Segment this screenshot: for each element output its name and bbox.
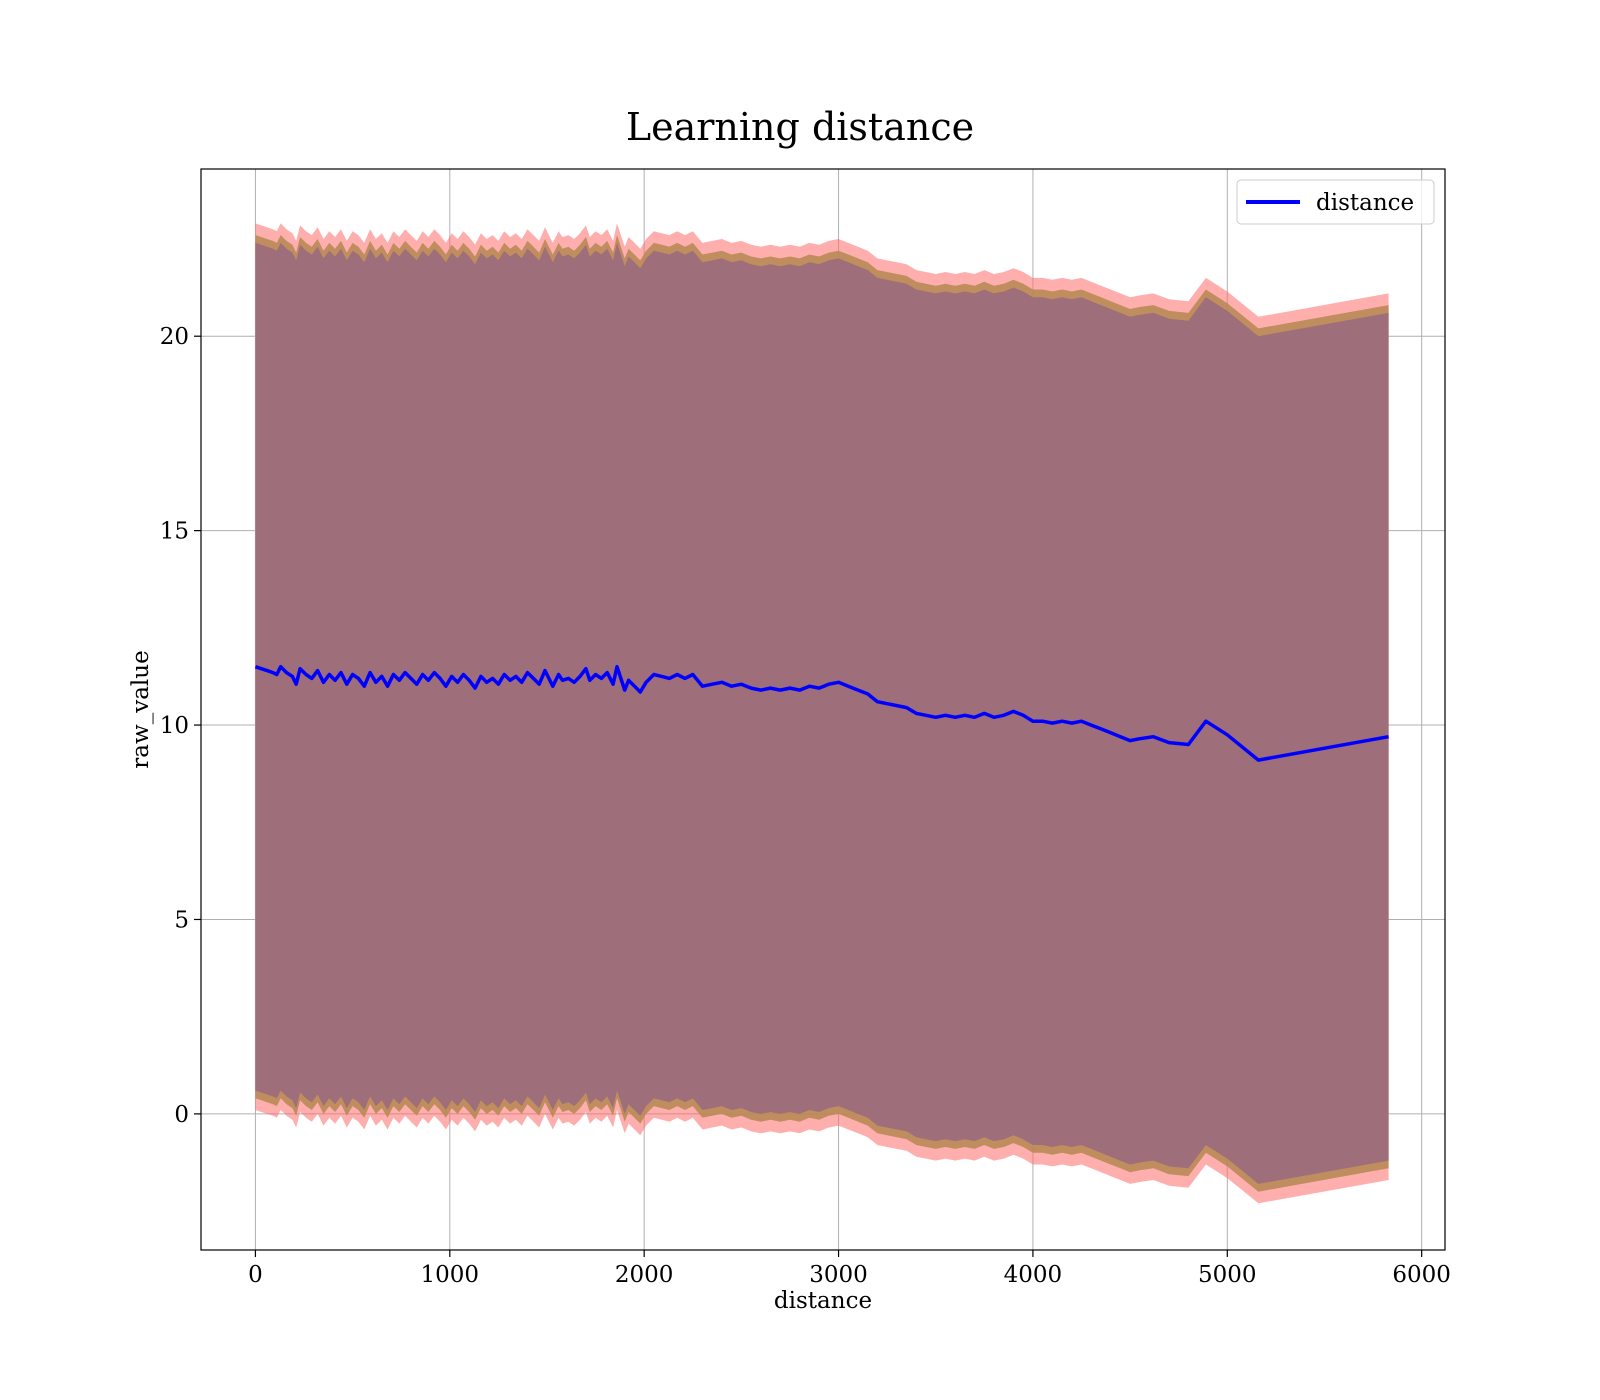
y-tick-label-1: 5 (174, 907, 189, 933)
band-2 (255, 242, 1389, 1184)
y-tick-label-4: 20 (160, 324, 189, 350)
y-tick-label-3: 15 (160, 519, 189, 545)
series-line-distance (254, 664, 1389, 762)
y-tick-label-0: 0 (174, 1102, 189, 1128)
y-axis-label: raw_value (128, 650, 154, 768)
x-tick-label-6: 6000 (1392, 1262, 1451, 1288)
x-tick-label-5: 5000 (1198, 1262, 1257, 1288)
legend: distance (1236, 179, 1435, 225)
chart-title: Learning distance (626, 105, 974, 149)
axis-ticks: 0 1000 2000 3000 4000 5000 6000 0 5 10 15 20 (160, 324, 1451, 1288)
x-tick-label-4: 4000 (1004, 1262, 1063, 1288)
x-tick-label-0: 0 (248, 1262, 263, 1288)
x-tick-label-1: 1000 (421, 1262, 480, 1288)
confidence-bands (255, 223, 1389, 1204)
x-tick-label-2: 2000 (615, 1262, 674, 1288)
series-lines (254, 664, 1389, 762)
plot-frame (200, 168, 1446, 1251)
x-tick-label-3: 3000 (809, 1262, 868, 1288)
legend-label-distance: distance (1316, 190, 1414, 216)
legend-box (1236, 179, 1435, 225)
y-tick-label-2: 10 (160, 713, 189, 739)
x-axis-label: distance (774, 1288, 872, 1314)
